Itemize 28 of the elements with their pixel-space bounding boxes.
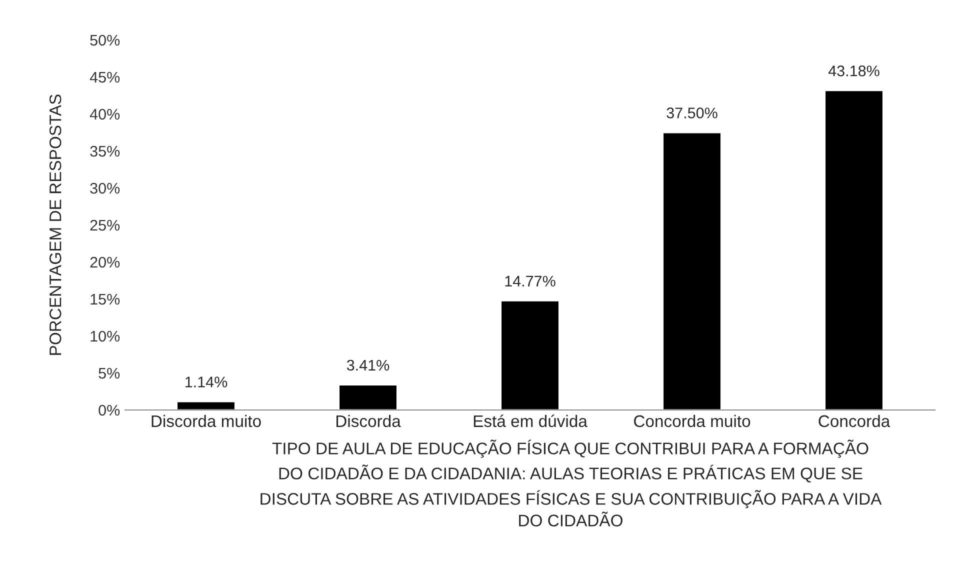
data-label: 43.18%	[828, 66, 880, 76]
bar	[824, 90, 884, 410]
y-tick-label: 50%	[90, 34, 120, 46]
x-tick-label: Discorda	[336, 414, 401, 428]
bar	[662, 132, 722, 410]
x-tick-label: Está em dúvida	[474, 414, 588, 428]
x-axis-title: TIPO DE AULA DE EDUCAÇÃO FÍSICA QUE CONTRIBUI PARA A FORMAÇÃO DO CIDADÃO E DA CIDADANIA: AULAS TEORIAS E PRÁTICAS EM QUE SE DISCUTA SOBRE AS ATIVIDADES FÍSICAS E SUA CONTRIBUIÇÃO PARA A VIDA DO CIDADÃO	[260, 440, 882, 526]
x-tick-label: Concorda	[818, 414, 890, 428]
bar	[338, 384, 398, 410]
y-tick-label: 0%	[98, 404, 120, 416]
y-tick-label: 15%	[90, 294, 120, 305]
y-tick-label: 30%	[90, 182, 120, 194]
x-tick-label: Discorda muito	[152, 414, 261, 428]
y-tick-label: 40%	[90, 108, 120, 120]
bar	[500, 300, 560, 410]
y-axis-title: PORCENTAGEM DE RESPOSTAS	[49, 94, 62, 355]
y-tick-label: 20%	[90, 256, 120, 268]
data-label: 37.50%	[666, 108, 718, 118]
y-tick-label: 5%	[98, 368, 120, 379]
bar	[176, 400, 236, 410]
y-tick-label: 25%	[90, 220, 120, 231]
y-tick-label: 45%	[90, 72, 120, 83]
y-tick-label: 35%	[90, 146, 120, 157]
data-label: 3.41%	[346, 360, 390, 371]
data-label: 1.14%	[186, 376, 228, 388]
data-label: 14.77%	[505, 276, 556, 287]
y-tick-label: 10%	[90, 330, 120, 342]
x-tick-label: Concorda muito	[634, 414, 750, 428]
